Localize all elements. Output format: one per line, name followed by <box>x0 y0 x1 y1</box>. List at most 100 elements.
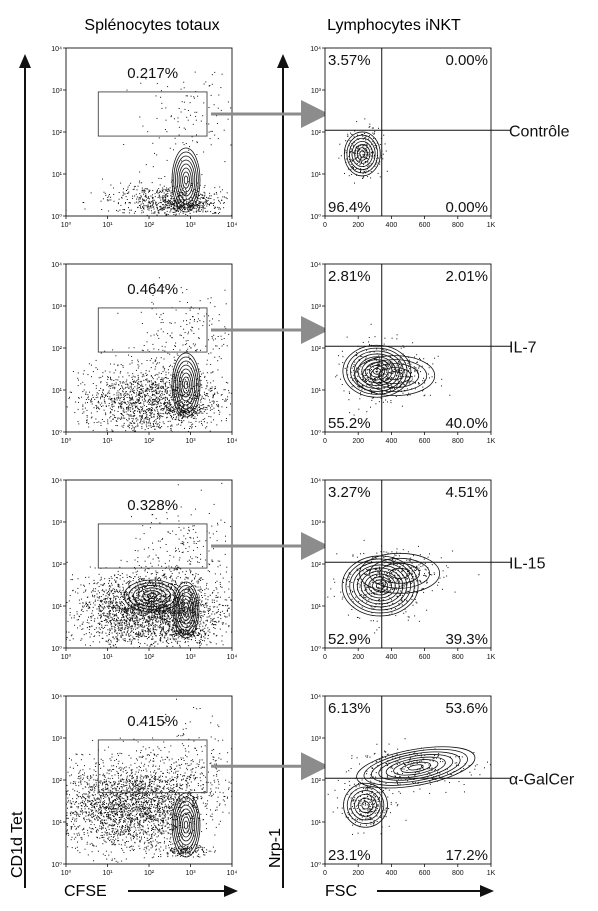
event-dot <box>72 574 73 575</box>
event-dot <box>222 394 223 395</box>
event-dot <box>148 404 149 405</box>
event-dot <box>150 404 151 405</box>
event-dot <box>103 390 104 391</box>
event-dot <box>138 368 139 369</box>
event-dot <box>207 360 208 361</box>
event-dot <box>122 627 123 628</box>
event-dot <box>137 402 138 403</box>
event-dot <box>174 570 175 571</box>
event-dot <box>217 360 218 361</box>
event-dot <box>207 617 208 618</box>
event-dot <box>199 422 200 423</box>
event-dot <box>146 205 147 206</box>
event-dot <box>157 424 158 425</box>
event-dot <box>82 606 83 607</box>
event-dot <box>216 194 217 195</box>
event-dot <box>125 620 126 621</box>
event-dot <box>164 423 165 424</box>
event-dot <box>190 319 191 320</box>
event-dot <box>213 203 214 204</box>
event-dot <box>186 185 187 186</box>
event-dot <box>174 625 175 626</box>
event-dot <box>213 401 214 402</box>
event-dot <box>168 410 169 411</box>
event-dot <box>210 352 211 353</box>
event-dot <box>108 622 109 623</box>
event-dot <box>174 438 175 439</box>
event-dot <box>167 426 168 427</box>
event-dot <box>227 192 228 193</box>
event-dot <box>115 636 116 637</box>
event-dot <box>195 344 196 345</box>
event-dot <box>159 625 160 626</box>
event-dot <box>143 404 144 405</box>
event-dot <box>252 364 253 365</box>
event-dot <box>191 327 192 328</box>
event-dot <box>214 624 215 625</box>
event-dot <box>127 641 128 642</box>
event-dot <box>175 403 176 404</box>
event-dot <box>218 209 219 210</box>
event-dot <box>221 200 222 201</box>
event-dot <box>138 377 139 378</box>
event-dot <box>107 197 108 198</box>
event-dot <box>123 617 124 618</box>
event-dot <box>188 204 189 205</box>
event-dot <box>146 620 147 621</box>
event-dot <box>233 207 234 208</box>
event-dot <box>163 189 164 190</box>
event-dot <box>162 346 163 347</box>
event-dot <box>153 424 154 425</box>
event-dot <box>206 407 207 408</box>
event-dot <box>140 206 141 207</box>
event-dot <box>132 425 133 426</box>
event-dot <box>191 424 192 425</box>
event-dot <box>196 208 197 209</box>
event-dot <box>134 427 135 428</box>
event-dot <box>191 347 192 348</box>
event-dot <box>161 624 162 625</box>
event-dot <box>244 382 245 383</box>
event-dot <box>185 214 186 215</box>
event-dot <box>135 186 136 187</box>
event-dot <box>155 381 156 382</box>
event-dot <box>119 653 120 654</box>
event-dot <box>152 190 153 191</box>
event-dot <box>177 643 178 644</box>
event-dot <box>218 336 219 337</box>
event-dot <box>239 617 240 618</box>
event-dot <box>120 605 121 606</box>
event-dot <box>198 203 199 204</box>
event-dot <box>204 377 205 378</box>
event-dot <box>234 602 235 603</box>
event-dot <box>122 635 123 636</box>
event-dot <box>157 363 158 364</box>
event-dot <box>186 190 187 191</box>
event-dot <box>101 425 102 426</box>
event-dot <box>136 595 137 596</box>
event-dot <box>148 408 149 409</box>
event-dot <box>115 596 116 597</box>
event-dot <box>117 610 118 611</box>
event-dot <box>188 333 189 334</box>
event-dot <box>241 186 242 187</box>
event-dot <box>138 186 139 187</box>
event-dot <box>216 622 217 623</box>
event-dot <box>141 204 142 205</box>
event-dot <box>147 360 148 361</box>
event-dot <box>132 198 133 199</box>
event-dot <box>179 406 180 407</box>
event-dot <box>169 406 170 407</box>
event-dot <box>180 335 181 336</box>
event-dot <box>134 347 135 348</box>
event-dot <box>110 399 111 400</box>
y-tick-label: 10³ <box>52 88 63 95</box>
event-dot <box>183 208 184 209</box>
event-dot <box>203 210 204 211</box>
event-dot <box>166 406 167 407</box>
event-dot <box>83 585 84 586</box>
event-dot <box>150 360 151 361</box>
event-dot <box>85 402 86 403</box>
left-x-axis-label: CFSE <box>64 883 107 900</box>
event-dot <box>178 416 179 417</box>
